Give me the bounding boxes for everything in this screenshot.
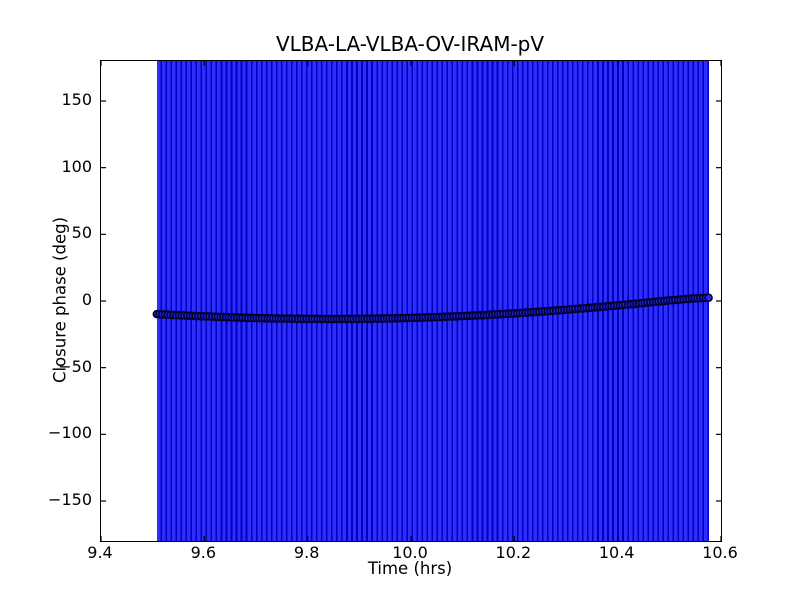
chart-title: VLBA-LA-VLBA-OV-IRAM-pV <box>275 32 545 56</box>
x-tick-label: 10.6 <box>702 543 738 562</box>
y-tick-label: −150 <box>48 490 92 509</box>
y-tick-label: 100 <box>61 156 92 176</box>
y-axis-label: Closure phase (deg) <box>50 216 70 384</box>
x-tick-label: 10.2 <box>495 543 532 562</box>
y-tick-label: 150 <box>61 90 92 109</box>
y-tick-label: −50 <box>58 356 92 376</box>
x-tick-label: 10.0 <box>392 543 428 562</box>
data-series-layer <box>100 61 722 541</box>
y-tick-label: 50 <box>71 223 92 243</box>
x-tick-label: 9.8 <box>293 543 320 562</box>
data-point <box>704 293 713 303</box>
error-bar-band <box>156 61 709 541</box>
plot-area <box>100 60 722 542</box>
y-tick-label: 0 <box>81 290 92 309</box>
x-tick-label: 9.6 <box>190 543 217 562</box>
x-axis-label: Time (hrs) <box>367 559 453 578</box>
x-tick-label: 10.4 <box>598 543 635 562</box>
y-tick-label: −100 <box>48 423 92 443</box>
data-series <box>152 293 713 324</box>
x-tick-label: 9.4 <box>87 543 113 562</box>
